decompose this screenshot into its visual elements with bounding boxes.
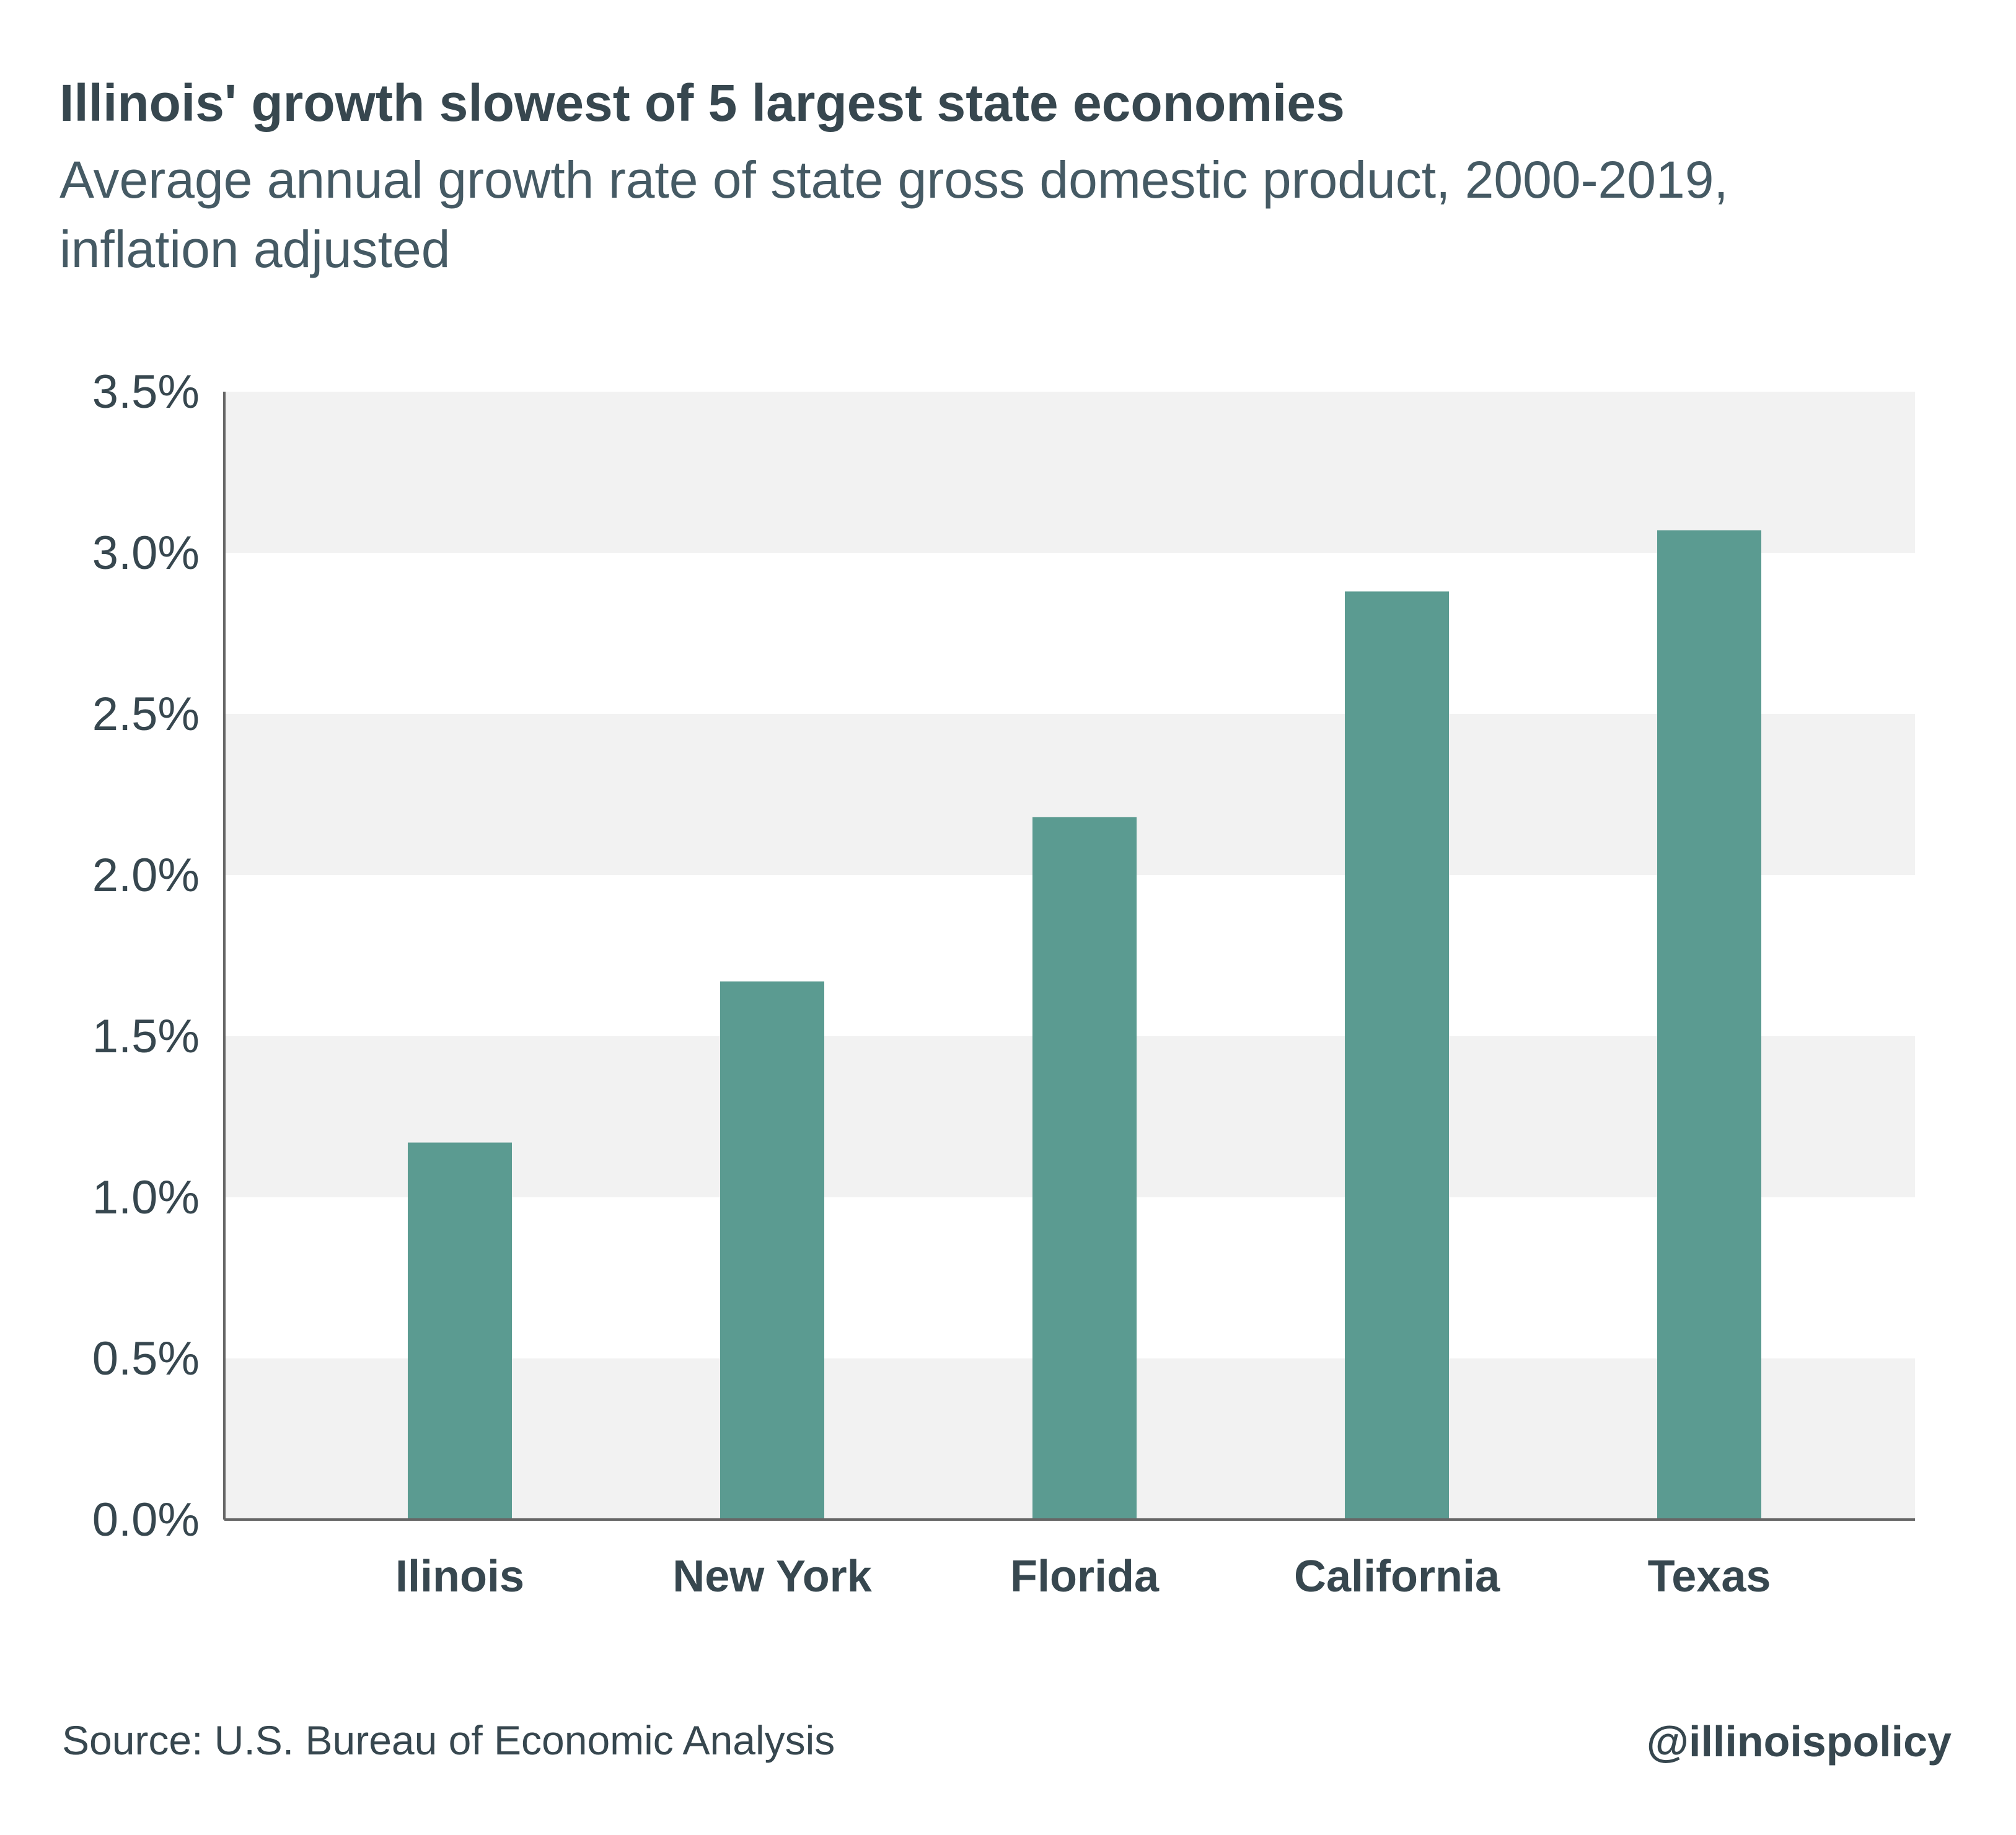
bars [408, 530, 1761, 1520]
social-handle: @illinoispolicy [1646, 1717, 1952, 1766]
bar [1657, 530, 1761, 1520]
y-tick-label: 1.5% [92, 1010, 200, 1063]
y-tick-label: 2.5% [92, 688, 200, 741]
x-tick-labels: Ilinois New York Florida California Texas [395, 1552, 1771, 1601]
y-tick-label: 2.0% [92, 849, 200, 902]
x-tick-label: Texas [1648, 1552, 1771, 1601]
chart-title: Illinois' growth slowest of 5 largest st… [59, 74, 1345, 132]
y-tick-labels: 0.0% 0.5% 1.0% 1.5% 2.0% 2.5% 3.0% 3.5% [92, 366, 200, 1546]
x-tick-label: Florida [1010, 1552, 1160, 1601]
y-tick-label: 0.0% [92, 1494, 200, 1546]
bar [1032, 817, 1137, 1520]
bar [1345, 591, 1449, 1520]
bar [408, 1142, 512, 1520]
x-tick-label: Ilinois [395, 1552, 524, 1601]
y-tick-label: 3.5% [92, 366, 200, 418]
chart-subtitle: Average annual growth rate of state gros… [59, 151, 1728, 278]
x-tick-label: California [1294, 1552, 1500, 1601]
y-tick-label: 1.0% [92, 1171, 200, 1224]
x-tick-label: New York [672, 1552, 872, 1601]
grid-band [224, 392, 1915, 553]
y-tick-label: 3.0% [92, 527, 200, 579]
bar [720, 981, 824, 1520]
y-tick-label: 0.5% [92, 1332, 200, 1385]
source-note: Source: U.S. Bureau of Economic Analysis [62, 1717, 835, 1763]
